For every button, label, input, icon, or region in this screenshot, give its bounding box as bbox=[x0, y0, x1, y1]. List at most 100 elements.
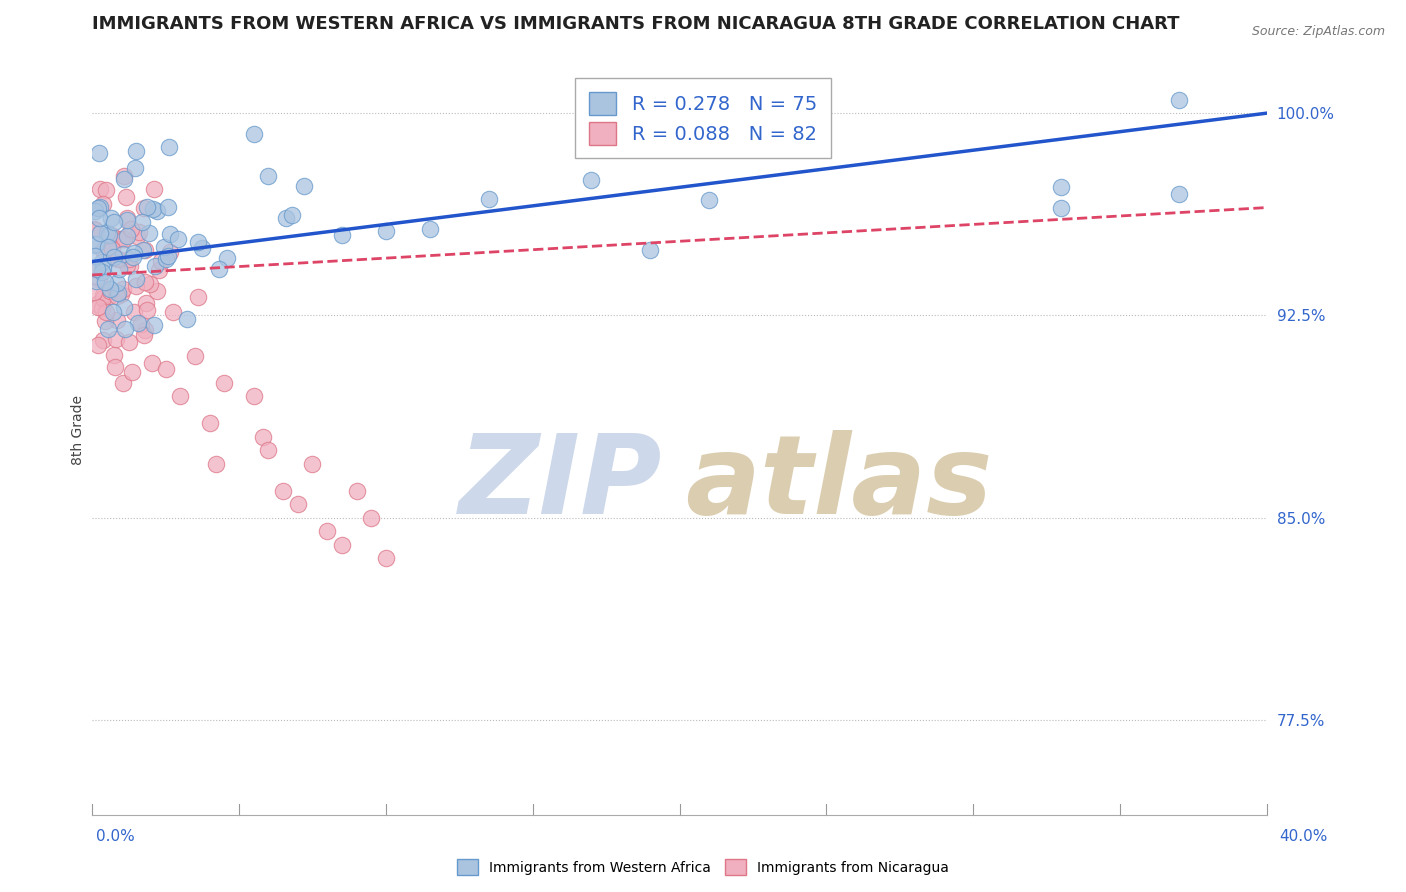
Point bbox=[118, 335, 141, 350]
Point bbox=[98, 228, 121, 243]
Point bbox=[103, 215, 125, 229]
Point bbox=[346, 483, 368, 498]
Point bbox=[638, 243, 661, 257]
Point bbox=[93, 334, 115, 348]
Point bbox=[292, 178, 315, 193]
Point bbox=[134, 328, 156, 343]
Point bbox=[87, 145, 110, 160]
Point bbox=[91, 197, 114, 211]
Point bbox=[115, 189, 138, 203]
Point bbox=[374, 551, 396, 566]
Point bbox=[145, 284, 167, 298]
Point bbox=[159, 245, 181, 260]
Point bbox=[103, 250, 125, 264]
Point bbox=[105, 276, 128, 290]
Point bbox=[91, 291, 114, 305]
Point bbox=[83, 285, 105, 299]
Point bbox=[166, 232, 188, 246]
Point bbox=[97, 289, 120, 303]
Point bbox=[128, 225, 150, 239]
Point bbox=[104, 360, 127, 375]
Point bbox=[86, 201, 108, 215]
Point bbox=[374, 224, 396, 238]
Point bbox=[134, 244, 156, 258]
Point bbox=[697, 193, 720, 207]
Point bbox=[115, 229, 138, 244]
Point bbox=[149, 254, 172, 268]
Point bbox=[107, 252, 129, 267]
Point bbox=[93, 260, 115, 274]
Point bbox=[117, 211, 139, 226]
Point bbox=[122, 246, 145, 260]
Point bbox=[127, 316, 149, 330]
Point bbox=[125, 144, 148, 158]
Point bbox=[301, 457, 323, 471]
Point bbox=[103, 348, 125, 362]
Point bbox=[124, 271, 146, 285]
Point bbox=[112, 300, 135, 314]
Point bbox=[111, 247, 134, 261]
Point bbox=[148, 263, 170, 277]
Point bbox=[134, 323, 156, 337]
Point bbox=[86, 262, 108, 277]
Point bbox=[83, 221, 105, 235]
Point bbox=[142, 181, 165, 195]
Point bbox=[169, 389, 191, 403]
Point bbox=[105, 289, 128, 303]
Point bbox=[89, 211, 111, 226]
Point bbox=[187, 235, 209, 250]
Point bbox=[121, 251, 143, 265]
Point bbox=[115, 213, 138, 227]
Point bbox=[110, 232, 132, 246]
Legend: Immigrants from Western Africa, Immigrants from Nicaragua: Immigrants from Western Africa, Immigran… bbox=[451, 854, 955, 880]
Point bbox=[89, 227, 111, 241]
Point bbox=[156, 200, 179, 214]
Point bbox=[217, 251, 239, 265]
Point bbox=[89, 271, 111, 285]
Point bbox=[132, 201, 155, 215]
Point bbox=[108, 262, 131, 277]
Point bbox=[96, 183, 118, 197]
Point bbox=[274, 211, 297, 225]
Point bbox=[162, 305, 184, 319]
Point bbox=[89, 182, 111, 196]
Point bbox=[142, 202, 165, 216]
Point bbox=[112, 232, 135, 246]
Point bbox=[330, 538, 353, 552]
Point bbox=[84, 274, 107, 288]
Point bbox=[86, 237, 108, 252]
Point bbox=[419, 222, 441, 236]
Point bbox=[94, 305, 117, 319]
Point bbox=[287, 497, 309, 511]
Point bbox=[105, 332, 128, 346]
Point bbox=[112, 169, 135, 183]
Point bbox=[100, 242, 122, 256]
Point bbox=[101, 305, 124, 319]
Point bbox=[141, 356, 163, 370]
Point bbox=[135, 302, 157, 317]
Point bbox=[143, 259, 166, 273]
Point bbox=[89, 200, 111, 214]
Point bbox=[124, 161, 146, 175]
Point bbox=[114, 322, 136, 336]
Point bbox=[121, 365, 143, 379]
Point bbox=[242, 389, 264, 403]
Point bbox=[87, 300, 110, 314]
Point bbox=[360, 510, 382, 524]
Point bbox=[138, 227, 160, 241]
Point bbox=[100, 211, 122, 225]
Point bbox=[138, 277, 160, 291]
Point bbox=[581, 173, 603, 187]
Point bbox=[98, 284, 121, 298]
Point bbox=[84, 248, 107, 262]
Point bbox=[281, 208, 304, 222]
Point bbox=[143, 318, 166, 332]
Point bbox=[330, 228, 353, 243]
Point bbox=[146, 204, 169, 219]
Point bbox=[156, 249, 179, 263]
Point bbox=[176, 311, 198, 326]
Point bbox=[132, 244, 155, 258]
Y-axis label: 8th Grade: 8th Grade bbox=[72, 395, 86, 465]
Point bbox=[136, 200, 159, 214]
Point bbox=[316, 524, 339, 539]
